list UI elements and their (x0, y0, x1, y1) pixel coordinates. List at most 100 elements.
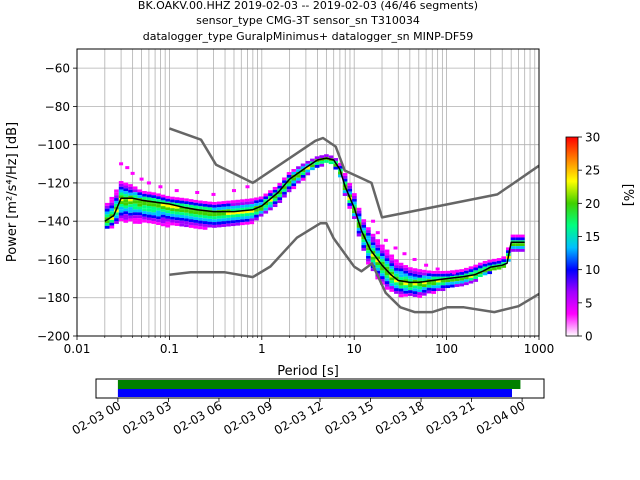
density-cell (184, 201, 189, 205)
density-cell (468, 272, 474, 275)
density-cell (370, 233, 376, 237)
density-cell (118, 212, 124, 216)
density-cell (202, 206, 208, 210)
density-cell (417, 289, 423, 293)
density-cell (151, 218, 157, 222)
density-cell (212, 207, 217, 211)
density-cell (146, 211, 152, 215)
density-cell (398, 291, 404, 295)
density-cell (128, 198, 133, 202)
density-cell (156, 210, 161, 214)
density-cell (179, 217, 185, 221)
density-cell (496, 260, 502, 264)
density-cell (244, 201, 250, 205)
density-cell (118, 201, 124, 204)
density-cell (403, 290, 409, 294)
density-cell (198, 217, 203, 221)
density-cell (296, 166, 301, 170)
density-cell (272, 204, 278, 208)
density-cell (244, 213, 250, 217)
density-cell (398, 271, 404, 275)
density-cell (249, 206, 255, 210)
density-cell (137, 192, 143, 196)
y-tick-label: −100 (37, 138, 70, 152)
density-cell (431, 288, 437, 292)
density-cell (384, 255, 390, 259)
density-cell (510, 237, 516, 241)
density-cell (440, 270, 446, 274)
density-cell (146, 220, 152, 224)
density-cell (160, 203, 166, 207)
density-cell (254, 217, 259, 221)
density-cell (366, 261, 371, 265)
density-cell (244, 221, 250, 225)
density-cell (380, 273, 385, 277)
density-cell (389, 286, 395, 289)
density-cell (468, 266, 474, 270)
density-cell (464, 279, 469, 283)
density-cell (431, 285, 437, 289)
density-cell (268, 198, 273, 202)
density-cell (202, 221, 208, 225)
density-cell (254, 197, 259, 201)
density-cell (398, 294, 404, 298)
density-cell (403, 288, 409, 291)
y-axis-ticks: −200 −180 −160 −140 −120 −100 −80 −60 (37, 62, 77, 344)
density-cell (179, 206, 185, 210)
density-cell (240, 222, 245, 226)
density-cell (454, 284, 460, 287)
density-cell (230, 211, 236, 215)
density-outlier (119, 162, 124, 166)
density-cell (422, 275, 427, 279)
density-cell (244, 210, 250, 214)
density-cell (216, 207, 222, 211)
density-cell (450, 284, 455, 288)
density-cell (515, 237, 521, 241)
density-cell (221, 201, 227, 204)
density-cell (496, 258, 502, 261)
density-cell (520, 243, 525, 247)
density-cell (408, 270, 413, 273)
density-cell (342, 173, 348, 176)
density-cell (179, 215, 185, 218)
density-cell (198, 206, 203, 210)
density-cell (352, 193, 357, 197)
density-cell (426, 284, 432, 288)
density-cell (202, 212, 208, 216)
density-cell (370, 259, 376, 263)
density-cell (174, 202, 180, 206)
density-cell (291, 180, 297, 184)
density-cell (156, 199, 161, 203)
density-cell (109, 219, 115, 223)
density-cell (174, 211, 180, 215)
density-cell (352, 204, 357, 208)
density-cell (412, 268, 418, 272)
density-cell (109, 202, 115, 206)
density-cell (104, 208, 110, 212)
density-cell (118, 203, 124, 207)
y-tick-label: −140 (37, 215, 70, 229)
density-cell (193, 222, 199, 226)
density-cell (263, 199, 269, 203)
density-cell (370, 239, 376, 243)
density-cell (226, 209, 231, 213)
density-cell (300, 175, 306, 178)
y-tick-label: −80 (45, 100, 70, 114)
density-cell (128, 189, 133, 193)
density-cell (216, 224, 222, 228)
density-cell (165, 195, 171, 199)
density-cell (216, 221, 222, 225)
density-cell (356, 213, 362, 217)
density-cell (361, 230, 367, 234)
density-cell (445, 285, 451, 289)
density-cell (370, 253, 376, 257)
density-cell (408, 284, 413, 288)
density-cell (128, 187, 133, 190)
density-cell (520, 246, 525, 249)
density-cell (347, 205, 353, 209)
density-cell (230, 203, 236, 206)
density-outlier (139, 177, 144, 181)
density-cell (263, 196, 269, 200)
density-cell (188, 222, 194, 225)
density-cell (436, 273, 441, 277)
